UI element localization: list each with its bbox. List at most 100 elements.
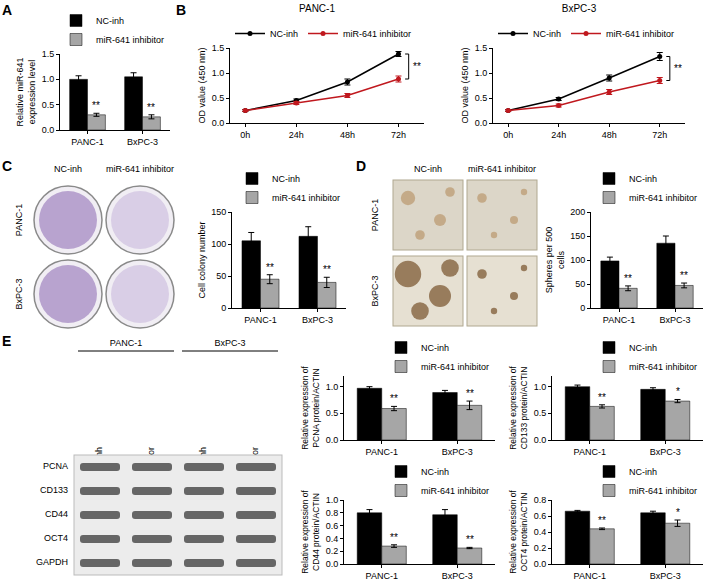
svg-text:0.5: 0.5 xyxy=(326,408,339,418)
svg-text:**: ** xyxy=(390,532,398,543)
svg-text:NC-inh: NC-inh xyxy=(533,29,561,39)
svg-text:miR-641 inhibitor: miR-641 inhibitor xyxy=(272,193,340,203)
svg-text:0.0: 0.0 xyxy=(475,118,488,128)
svg-text:miR-641 inhibitor: miR-641 inhibitor xyxy=(421,486,489,496)
svg-text:150: 150 xyxy=(211,207,226,217)
svg-text:0h: 0h xyxy=(240,130,250,140)
svg-text:miR-641 inhibitor: miR-641 inhibitor xyxy=(606,29,674,39)
svg-text:0: 0 xyxy=(580,303,585,313)
svg-text:BxPC-3: BxPC-3 xyxy=(370,275,380,306)
svg-text:BxPC-3: BxPC-3 xyxy=(650,447,681,456)
svg-text:0.4: 0.4 xyxy=(534,527,547,537)
svg-text:miR-641 inhibitor: miR-641 inhibitor xyxy=(343,29,411,39)
svg-text:**: ** xyxy=(92,100,100,111)
svg-text:NC-inh: NC-inh xyxy=(270,29,298,39)
svg-text:miR-641 inhibitor: miR-641 inhibitor xyxy=(106,164,174,174)
svg-text:**: ** xyxy=(598,392,606,403)
svg-text:**: ** xyxy=(674,63,682,74)
svg-text:1.0: 1.0 xyxy=(212,68,225,78)
svg-text:72h: 72h xyxy=(652,130,667,140)
svg-text:24h: 24h xyxy=(551,130,566,140)
svg-text:1.0: 1.0 xyxy=(42,74,55,84)
svg-text:PANC-1: PANC-1 xyxy=(574,447,606,456)
svg-text:NC-inh: NC-inh xyxy=(629,467,657,477)
svg-text:48h: 48h xyxy=(340,130,355,140)
svg-text:0.5: 0.5 xyxy=(42,100,55,110)
svg-text:BxPC-3: BxPC-3 xyxy=(659,315,690,325)
svg-text:PANC-1: PANC-1 xyxy=(71,137,103,147)
svg-text:0h: 0h xyxy=(503,130,513,140)
svg-text:100: 100 xyxy=(570,255,585,265)
svg-text:BxPC-3: BxPC-3 xyxy=(14,278,24,309)
svg-text:0.8: 0.8 xyxy=(326,508,339,518)
svg-text:50: 50 xyxy=(575,279,585,289)
svg-text:0.5: 0.5 xyxy=(534,408,547,418)
svg-text:0.5: 0.5 xyxy=(475,93,488,103)
svg-text:NC-inh: NC-inh xyxy=(272,174,300,184)
svg-text:miR-641 inhibitor: miR-641 inhibitor xyxy=(629,362,697,372)
svg-text:72h: 72h xyxy=(391,130,406,140)
svg-text:OD value (450 nm): OD value (450 nm) xyxy=(197,47,207,123)
svg-text:**: ** xyxy=(466,534,474,545)
svg-text:CD44: CD44 xyxy=(45,509,68,519)
svg-text:0.0: 0.0 xyxy=(326,559,339,569)
svg-text:0: 0 xyxy=(221,303,226,313)
svg-text:50: 50 xyxy=(216,271,226,281)
svg-text:PANC-1: PANC-1 xyxy=(299,3,335,14)
svg-text:0.0: 0.0 xyxy=(534,559,547,569)
svg-text:GAPDH: GAPDH xyxy=(36,557,68,567)
svg-text:0.0: 0.0 xyxy=(534,435,547,445)
svg-text:100: 100 xyxy=(211,239,226,249)
svg-text:BxPC-3: BxPC-3 xyxy=(650,571,681,580)
svg-text:OCT4: OCT4 xyxy=(44,533,68,543)
svg-text:**: ** xyxy=(466,388,474,399)
svg-text:1.0: 1.0 xyxy=(475,68,488,78)
svg-text:BxPC-3: BxPC-3 xyxy=(214,338,245,348)
svg-text:*: * xyxy=(676,507,680,518)
svg-text:NC-inh: NC-inh xyxy=(629,174,657,184)
svg-text:BxPC-3: BxPC-3 xyxy=(442,571,473,580)
svg-text:1.5: 1.5 xyxy=(42,49,55,59)
svg-text:**: ** xyxy=(598,515,606,526)
svg-text:Relative miR-641expression lev: Relative miR-641expression level xyxy=(15,57,37,126)
svg-text:**: ** xyxy=(413,61,421,72)
svg-text:0.0: 0.0 xyxy=(42,125,55,135)
svg-text:**: ** xyxy=(680,270,688,281)
svg-text:PANC-1: PANC-1 xyxy=(366,571,398,580)
svg-text:48h: 48h xyxy=(602,130,617,140)
svg-text:**: ** xyxy=(323,264,331,275)
svg-text:miR-641 inhibitor: miR-641 inhibitor xyxy=(629,193,697,203)
svg-text:**: ** xyxy=(147,102,155,113)
svg-text:0.6: 0.6 xyxy=(534,511,547,521)
svg-text:1.0: 1.0 xyxy=(326,382,339,392)
svg-text:miR-641 inhibitor: miR-641 inhibitor xyxy=(96,35,164,45)
svg-text:0.5: 0.5 xyxy=(212,93,225,103)
svg-text:24h: 24h xyxy=(289,130,304,140)
svg-text:NC-inh: NC-inh xyxy=(96,16,124,26)
svg-text:1.0: 1.0 xyxy=(534,382,547,392)
svg-text:Relative expression ofCD133 pr: Relative expression ofCD133 protein/ACTI… xyxy=(508,366,529,450)
svg-text:Spheres per 500cells: Spheres per 500cells xyxy=(544,227,566,294)
svg-text:1.0: 1.0 xyxy=(326,495,339,505)
svg-text:NC-inh: NC-inh xyxy=(629,343,657,353)
svg-text:BxPC-3: BxPC-3 xyxy=(127,137,158,147)
svg-text:miR-641 inhibitor: miR-641 inhibitor xyxy=(629,486,697,496)
svg-text:*: * xyxy=(676,386,680,397)
svg-text:NC-inh: NC-inh xyxy=(421,343,449,353)
svg-text:OD value (450 nm): OD value (450 nm) xyxy=(460,47,470,123)
svg-text:0.8: 0.8 xyxy=(534,495,547,505)
svg-text:PANC-1: PANC-1 xyxy=(14,204,24,236)
svg-text:PANC-1: PANC-1 xyxy=(244,315,276,325)
svg-text:NC-inh: NC-inh xyxy=(54,164,82,174)
svg-text:**: ** xyxy=(624,273,632,284)
svg-text:miR-641 inhibitor: miR-641 inhibitor xyxy=(421,362,489,372)
svg-text:0.4: 0.4 xyxy=(326,534,339,544)
svg-text:Cell colony number: Cell colony number xyxy=(197,221,207,298)
svg-text:BxPC-3: BxPC-3 xyxy=(302,315,333,325)
svg-text:**: ** xyxy=(266,262,274,273)
svg-text:NC-inh: NC-inh xyxy=(414,164,442,174)
svg-text:**: ** xyxy=(390,393,398,404)
svg-text:0.2: 0.2 xyxy=(534,543,547,553)
svg-text:PANC-1: PANC-1 xyxy=(370,199,380,231)
svg-text:0.6: 0.6 xyxy=(326,521,339,531)
